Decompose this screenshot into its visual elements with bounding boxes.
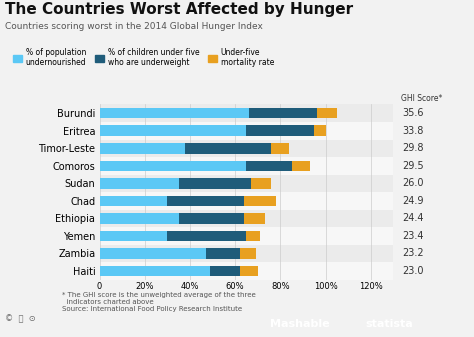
Text: Mashable: Mashable	[270, 319, 330, 329]
Bar	[100, 160, 246, 171]
Bar	[206, 248, 240, 259]
Text: 29.5: 29.5	[402, 161, 424, 171]
Text: 29.8: 29.8	[402, 143, 424, 153]
Bar	[240, 266, 258, 276]
Text: 24.4: 24.4	[402, 213, 424, 223]
Bar	[179, 213, 244, 224]
Text: * The GHI score is the unweighted average of the three
  indicators charted abov: * The GHI score is the unweighted averag…	[62, 292, 255, 311]
Bar	[100, 248, 206, 259]
Bar	[100, 213, 179, 224]
Bar	[179, 178, 251, 189]
Bar	[100, 178, 179, 189]
Bar	[100, 266, 210, 276]
Bar	[100, 262, 393, 280]
Bar	[251, 178, 271, 189]
Bar	[100, 231, 167, 241]
Bar	[100, 245, 393, 262]
Bar	[240, 248, 255, 259]
Bar	[100, 192, 393, 210]
Text: 24.9: 24.9	[402, 196, 424, 206]
Bar	[100, 210, 393, 227]
Bar	[100, 122, 393, 140]
Bar	[292, 160, 310, 171]
Bar	[244, 213, 264, 224]
Bar	[314, 125, 326, 136]
Bar	[167, 195, 244, 206]
Bar	[100, 227, 393, 245]
Text: 35.6: 35.6	[402, 108, 424, 118]
Text: 23.0: 23.0	[402, 266, 424, 276]
Bar	[244, 195, 276, 206]
Bar	[100, 157, 393, 175]
Bar	[271, 143, 290, 154]
Legend: % of population
undernourished, % of children under five
who are underweight, Un: % of population undernourished, % of chi…	[13, 48, 274, 67]
Bar	[100, 125, 246, 136]
Bar	[100, 108, 249, 119]
Text: 23.2: 23.2	[402, 248, 424, 258]
Text: The Countries Worst Affected by Hunger: The Countries Worst Affected by Hunger	[5, 2, 353, 17]
Bar	[100, 195, 167, 206]
Text: ©  ⓘ  ⊙: © ⓘ ⊙	[5, 314, 36, 324]
Text: Countries scoring worst in the 2014 Global Hunger Index: Countries scoring worst in the 2014 Glob…	[5, 22, 263, 31]
Bar	[210, 266, 240, 276]
Bar	[317, 108, 337, 119]
Text: GHI Score*: GHI Score*	[401, 94, 442, 103]
Bar	[246, 231, 260, 241]
Text: 26.0: 26.0	[402, 178, 424, 188]
Bar	[246, 125, 314, 136]
Bar	[167, 231, 246, 241]
Bar	[100, 104, 393, 122]
Text: 23.4: 23.4	[402, 231, 424, 241]
Bar	[185, 143, 271, 154]
Text: 33.8: 33.8	[402, 126, 424, 136]
Bar	[100, 175, 393, 192]
Bar	[100, 143, 185, 154]
Bar	[246, 160, 292, 171]
Bar	[249, 108, 317, 119]
Bar	[100, 140, 393, 157]
Text: statista: statista	[365, 319, 413, 329]
